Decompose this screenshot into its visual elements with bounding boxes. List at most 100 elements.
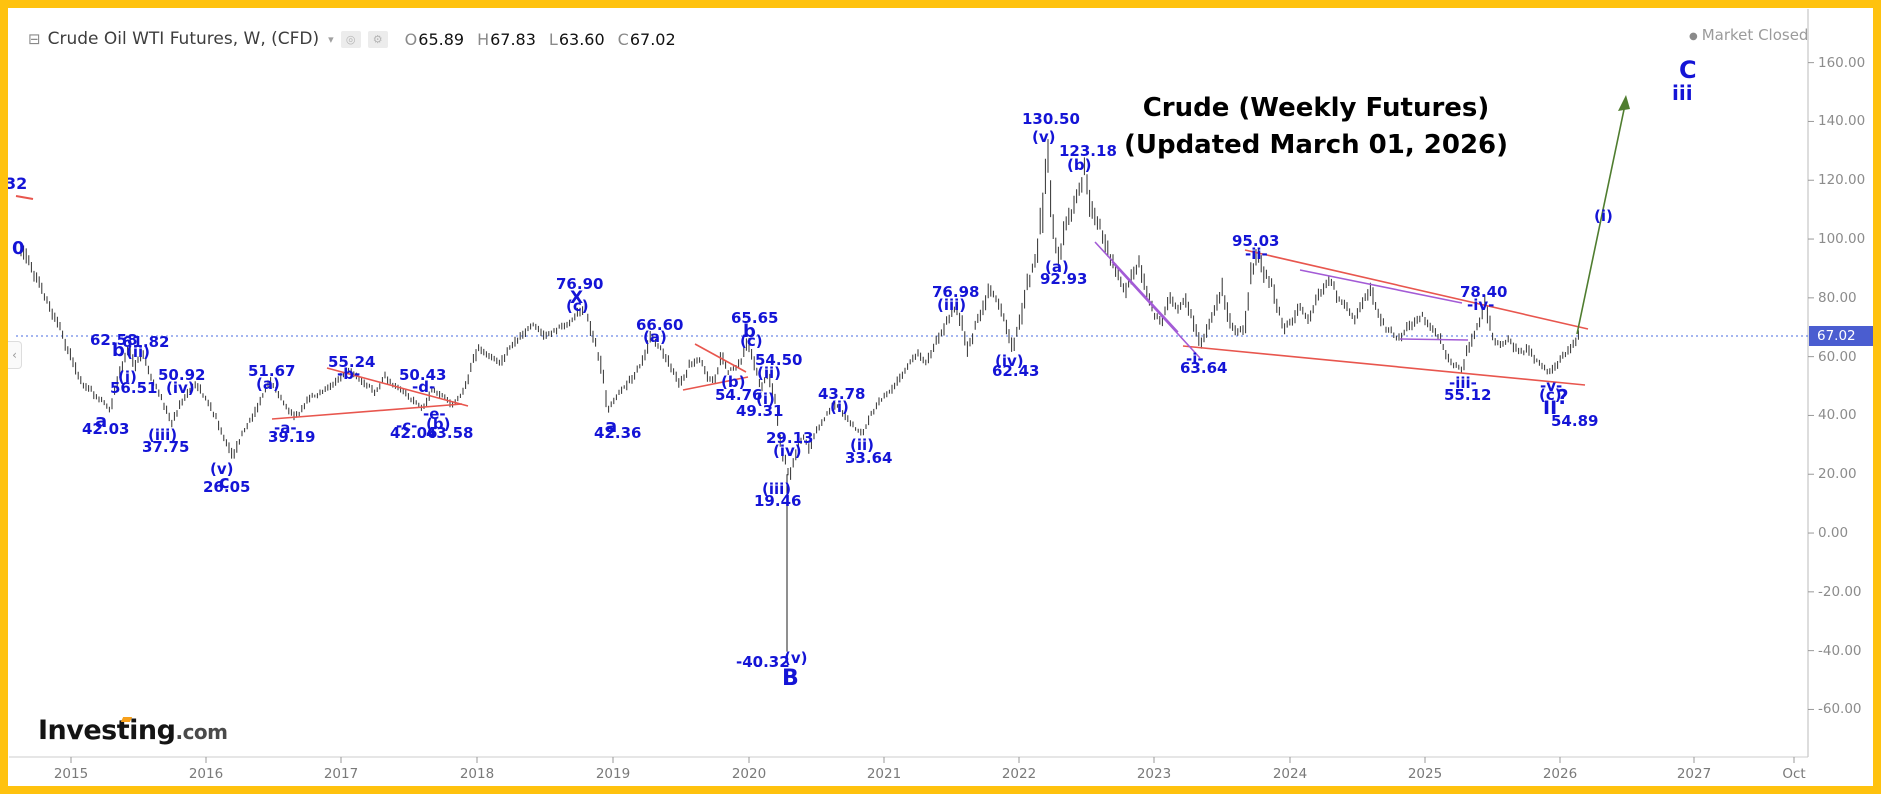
wave-label: (v) [210, 460, 234, 478]
wave-label: 50.43 [399, 366, 447, 384]
wave-label: 55.12 [1444, 386, 1492, 404]
year-label: 2015 [53, 766, 89, 782]
wave-label: (a) [643, 328, 667, 346]
wave-label: -e- [423, 405, 446, 423]
trendline-red[interactable] [1182, 345, 1586, 386]
high-value: H67.83 [477, 29, 536, 49]
wave-label: -d- [412, 378, 436, 396]
wave-label: (v) [1032, 128, 1056, 146]
annotation-title: Crude (Weekly Futures) (Updated March 01… [1116, 90, 1516, 164]
wave-label: (iv) [166, 379, 195, 397]
wave-label: 32 [5, 174, 28, 193]
toolbar-collapse-tab[interactable]: ‹ [8, 341, 22, 369]
wave-label: 56.51 [110, 379, 158, 397]
wave-label: (v) [784, 649, 808, 667]
current-price-badge: 67.02 [1809, 326, 1880, 346]
wave-label: 95.03 [1232, 232, 1280, 250]
wave-label: 66.60 [636, 316, 684, 334]
trendline-red[interactable] [15, 195, 34, 200]
trendline-red[interactable] [682, 376, 749, 391]
wave-label: 76.90 [556, 275, 604, 293]
wave-label: 19.46 [754, 492, 802, 510]
trendline-red[interactable] [271, 403, 463, 420]
wave-label: 54.89 [1551, 412, 1599, 430]
wave-label: 54.50 [755, 351, 803, 369]
price-tick-label: 60.00 [1818, 348, 1857, 365]
price-bars [20, 139, 1579, 480]
price-tick-label: -20.00 [1818, 583, 1862, 600]
wave-label: (i) [1594, 207, 1613, 225]
wave-label: (b) [721, 373, 746, 391]
trendline-red[interactable] [326, 367, 469, 407]
price-tick-label: 120.00 [1818, 172, 1866, 189]
trendline-purple[interactable] [1299, 269, 1463, 304]
open-value: O65.89 [404, 29, 465, 49]
trendline-red[interactable] [1244, 249, 1589, 330]
wave-label: 29.13 [766, 429, 814, 447]
wave-label: (i) [756, 390, 775, 408]
wave-label: (i) [118, 368, 137, 386]
wave-label: -c- [396, 417, 418, 435]
wave-label: 33.64 [845, 449, 893, 467]
year-label: 2019 [595, 766, 631, 782]
price-tick-label: 40.00 [1818, 407, 1857, 424]
wave-label: 92.93 [1040, 270, 1088, 288]
wave-label: 130.50 [1022, 110, 1080, 128]
wave-label: 61.82 [122, 333, 170, 351]
year-label: 2024 [1272, 766, 1308, 782]
wave-label: 63.64 [1180, 359, 1228, 377]
wave-label: 42.03 [82, 420, 130, 438]
year-label: 2020 [731, 766, 767, 782]
wave-label: b [743, 321, 756, 342]
trendline-purple[interactable] [1399, 338, 1469, 341]
wave-label: 76.98 [932, 283, 980, 301]
wave-label: (ii) [850, 436, 874, 454]
wave-label: 55.24 [328, 353, 376, 371]
price-tick-label: 80.00 [1818, 289, 1857, 306]
trendline-purple[interactable] [1094, 241, 1179, 333]
year-label: 2022 [1001, 766, 1037, 782]
wave-label: ? [1557, 385, 1569, 409]
wave-label: (a) [1045, 258, 1069, 276]
trendline-purple[interactable] [1111, 261, 1201, 359]
symbol-title[interactable]: Crude Oil WTI Futures, W, (CFD) [47, 29, 320, 49]
wave-label: (c) [566, 297, 589, 315]
wave-label: (iv) [773, 442, 802, 460]
year-label: 2026 [1542, 766, 1578, 782]
year-label: 2027 [1676, 766, 1712, 782]
wave-label: (c) [740, 332, 763, 350]
price-tick-label: -40.00 [1818, 642, 1862, 659]
symbol-header: ⊟ Crude Oil WTI Futures, W, (CFD) ▾ ◎ ⚙ … [28, 29, 676, 49]
chevron-down-icon[interactable]: ▾ [328, 32, 334, 46]
gear-icon[interactable]: ⚙ [367, 30, 388, 48]
investing-logo[interactable]: Investing.com [38, 715, 228, 746]
wave-label: -ii- [1245, 245, 1268, 263]
wave-label: 62.58 [90, 331, 138, 349]
wave-label: -iv- [1467, 296, 1495, 314]
wave-label: a [95, 411, 108, 432]
year-label: 2023 [1136, 766, 1172, 782]
wave-label: (ii) [757, 364, 781, 382]
wave-label: a [605, 416, 618, 437]
trendline-red[interactable] [694, 343, 747, 373]
visibility-icon[interactable]: ◎ [340, 30, 361, 48]
wave-label: 37.75 [142, 438, 190, 456]
wave-label: 42.06 [390, 424, 438, 442]
arrowhead-icon [1618, 95, 1630, 111]
wave-label: 43.78 [818, 385, 866, 403]
price-tick-label: -60.00 [1818, 701, 1862, 718]
collapse-icon[interactable]: ⊟ [28, 30, 41, 48]
year-label: Oct [1782, 766, 1806, 782]
wave-label: (b) [426, 415, 451, 433]
year-label: 2021 [866, 766, 902, 782]
low-value: L63.60 [548, 29, 605, 49]
annotation-title-line2: (Updated March 01, 2026) [1123, 130, 1509, 160]
year-label: 2018 [459, 766, 495, 782]
wave-label: b [112, 340, 125, 361]
wave-label: 50.92 [158, 366, 206, 384]
trendline-green[interactable] [1576, 99, 1627, 335]
wave-label: (a) [256, 375, 280, 393]
price-tick-label: 140.00 [1818, 113, 1866, 130]
wave-label: 54.76 [715, 386, 763, 404]
wave-label: 43.58 [426, 424, 474, 442]
